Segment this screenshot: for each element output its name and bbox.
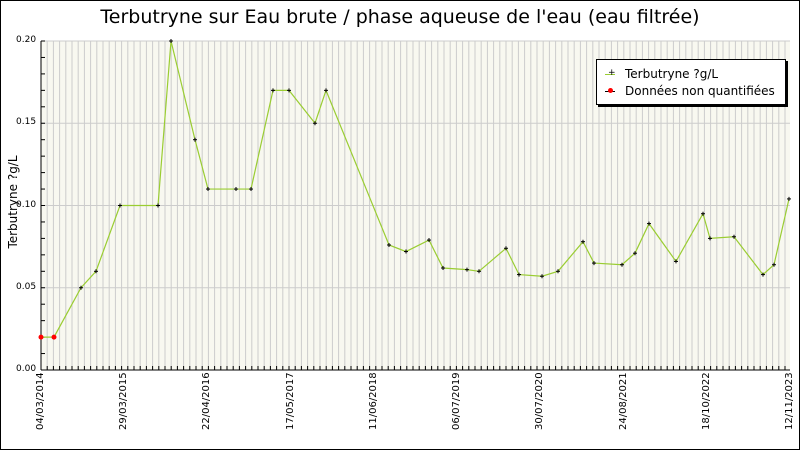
y-tick-label: 0.10 — [16, 199, 37, 210]
legend: + Terbutryne ?g/L Données non quantifiée… — [596, 59, 786, 105]
x-tick-label: 06/07/2019 — [451, 372, 463, 430]
legend-item-measured: + Terbutryne ?g/L — [605, 66, 718, 82]
x-tick-label: 22/04/2016 — [201, 372, 213, 430]
legend-label-non-quantified: Données non quantifiées — [625, 84, 775, 98]
x-tick-label: 12/11/2023 — [784, 372, 795, 430]
y-tick-label: 0.20 — [16, 35, 37, 45]
x-tick-label: 30/07/2020 — [534, 372, 546, 430]
non-quantified-marker-icon — [605, 86, 615, 96]
measured-marker-icon: + — [605, 69, 616, 79]
y-tick-label: 0.00 — [16, 364, 37, 374]
x-tick-label: 29/03/2015 — [118, 372, 130, 430]
x-tick-label: 17/05/2017 — [284, 372, 296, 430]
y-tick-label: 0.15 — [16, 117, 37, 128]
x-tick-label: 24/08/2021 — [617, 372, 629, 430]
x-tick-label: 11/06/2018 — [367, 372, 379, 430]
y-tick-label: 0.05 — [16, 281, 37, 292]
legend-item-non-quantified: Données non quantifiées — [605, 83, 775, 99]
chart-title: Terbutryne sur Eau brute / phase aqueuse… — [100, 6, 700, 28]
x-tick-label: 04/03/2014 — [35, 372, 46, 430]
x-tick-label: 18/10/2022 — [700, 372, 712, 430]
legend-label-measured: Terbutryne ?g/L — [625, 67, 719, 81]
